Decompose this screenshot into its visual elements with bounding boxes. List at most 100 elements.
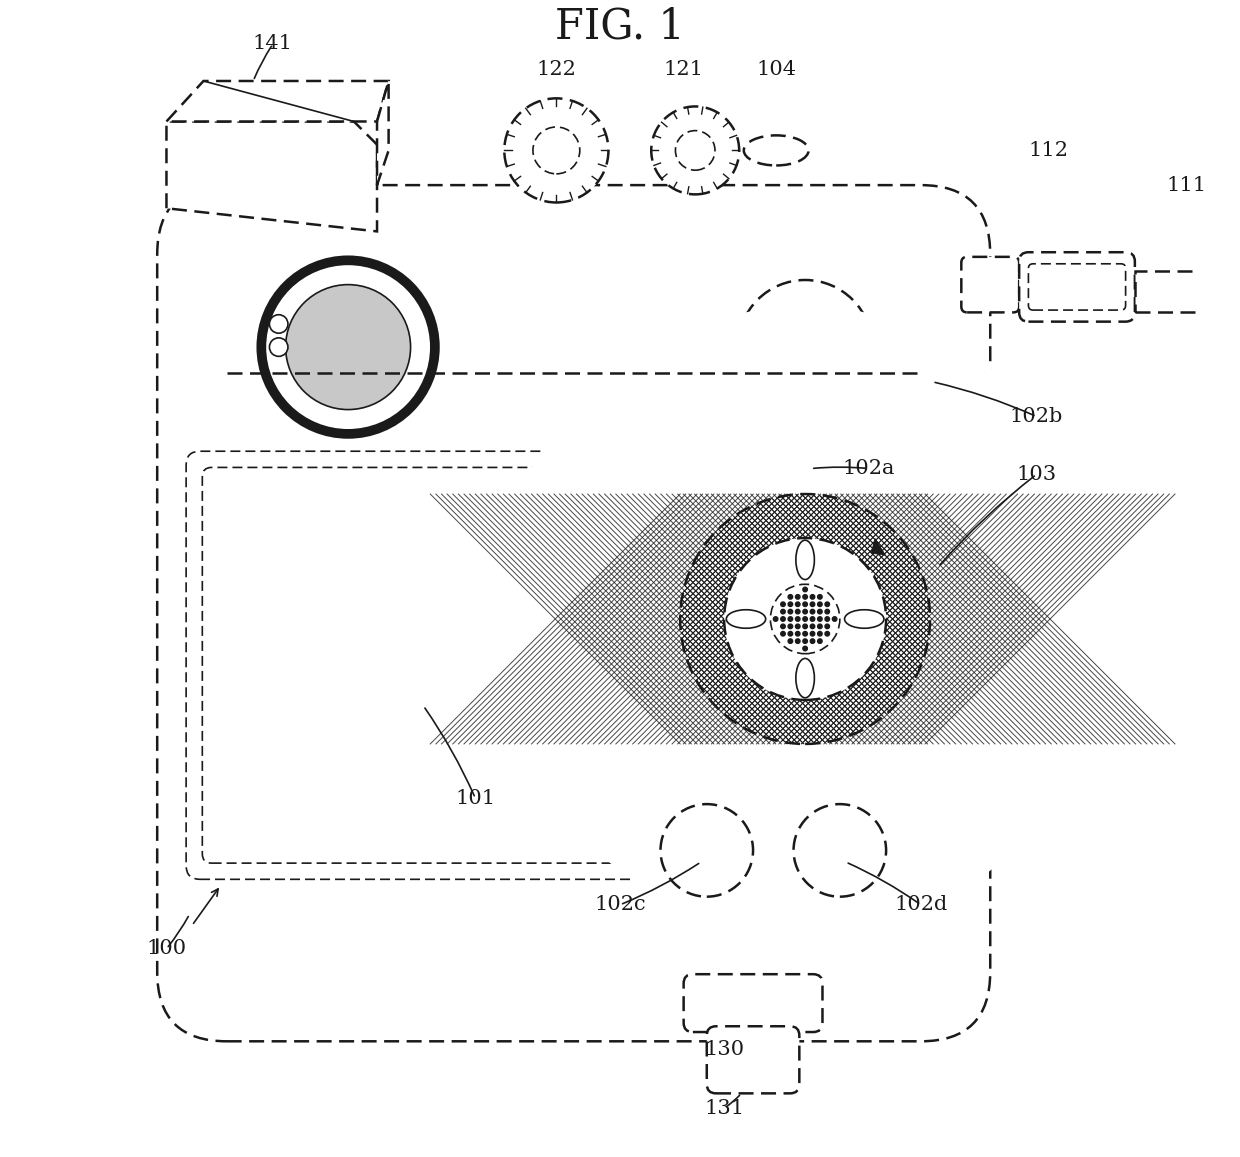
Polygon shape: [870, 538, 885, 555]
Circle shape: [796, 595, 800, 599]
Ellipse shape: [796, 658, 815, 698]
Circle shape: [796, 639, 800, 643]
Circle shape: [802, 647, 807, 650]
Circle shape: [269, 338, 288, 356]
Circle shape: [796, 632, 800, 636]
Text: 102d: 102d: [894, 896, 947, 914]
Circle shape: [802, 617, 807, 621]
Circle shape: [810, 624, 815, 628]
Text: 111: 111: [1167, 176, 1207, 194]
Circle shape: [825, 610, 830, 614]
Circle shape: [492, 307, 1117, 931]
FancyBboxPatch shape: [683, 974, 822, 1032]
Circle shape: [735, 432, 810, 506]
Text: 101: 101: [455, 789, 496, 808]
Circle shape: [810, 617, 815, 621]
Circle shape: [505, 98, 609, 202]
FancyBboxPatch shape: [1019, 252, 1135, 322]
Circle shape: [796, 617, 800, 621]
Circle shape: [810, 639, 815, 643]
Circle shape: [796, 624, 800, 628]
Circle shape: [765, 460, 781, 477]
Circle shape: [817, 624, 822, 628]
Polygon shape: [166, 81, 388, 121]
Circle shape: [774, 617, 777, 621]
Circle shape: [781, 632, 785, 636]
Circle shape: [802, 639, 807, 643]
Text: 102b: 102b: [1009, 407, 1063, 426]
Circle shape: [770, 584, 839, 654]
Ellipse shape: [722, 347, 750, 360]
Circle shape: [724, 538, 887, 700]
Ellipse shape: [744, 135, 808, 165]
Text: 102a: 102a: [842, 459, 895, 478]
Text: 130: 130: [704, 1040, 744, 1059]
Circle shape: [262, 260, 435, 434]
Circle shape: [832, 617, 837, 621]
Circle shape: [802, 588, 807, 591]
Circle shape: [817, 639, 822, 643]
Circle shape: [789, 595, 792, 599]
Circle shape: [681, 494, 930, 744]
Circle shape: [802, 602, 807, 606]
Polygon shape: [377, 81, 388, 185]
Circle shape: [789, 632, 792, 636]
Circle shape: [781, 624, 785, 628]
Circle shape: [269, 315, 288, 333]
Circle shape: [794, 804, 887, 897]
Circle shape: [789, 617, 792, 621]
Ellipse shape: [727, 610, 765, 628]
Circle shape: [802, 624, 807, 628]
Text: 131: 131: [704, 1099, 744, 1118]
Circle shape: [810, 595, 815, 599]
Text: 141: 141: [253, 35, 293, 53]
FancyBboxPatch shape: [1028, 264, 1126, 310]
Circle shape: [789, 624, 792, 628]
Text: 103: 103: [1017, 465, 1056, 484]
Text: 122: 122: [537, 60, 577, 79]
Circle shape: [781, 602, 785, 606]
FancyBboxPatch shape: [186, 451, 649, 879]
Circle shape: [810, 610, 815, 614]
FancyBboxPatch shape: [157, 185, 991, 1041]
FancyBboxPatch shape: [961, 257, 1019, 312]
FancyBboxPatch shape: [707, 1026, 800, 1093]
FancyBboxPatch shape: [202, 467, 632, 863]
Text: FIG. 1: FIG. 1: [556, 6, 684, 47]
Circle shape: [817, 617, 822, 621]
Circle shape: [661, 804, 753, 897]
Circle shape: [825, 624, 830, 628]
Circle shape: [285, 285, 410, 410]
Circle shape: [789, 610, 792, 614]
Circle shape: [802, 632, 807, 636]
Circle shape: [796, 610, 800, 614]
Text: 104: 104: [756, 60, 796, 79]
Circle shape: [651, 106, 739, 194]
Circle shape: [825, 617, 830, 621]
Text: 102c: 102c: [594, 896, 646, 914]
Circle shape: [781, 617, 785, 621]
Ellipse shape: [796, 540, 815, 580]
Circle shape: [817, 602, 822, 606]
Circle shape: [817, 632, 822, 636]
Circle shape: [789, 639, 792, 643]
Ellipse shape: [844, 610, 884, 628]
Circle shape: [789, 602, 792, 606]
Circle shape: [817, 610, 822, 614]
Circle shape: [781, 610, 785, 614]
Circle shape: [724, 538, 887, 700]
Polygon shape: [166, 121, 377, 231]
Circle shape: [817, 595, 822, 599]
Circle shape: [796, 602, 800, 606]
Circle shape: [825, 602, 830, 606]
Text: 100: 100: [146, 939, 186, 958]
Circle shape: [825, 632, 830, 636]
Bar: [1135, 271, 1234, 312]
Text: 112: 112: [1028, 141, 1068, 160]
Circle shape: [676, 131, 715, 170]
Circle shape: [738, 280, 872, 414]
Circle shape: [802, 610, 807, 614]
Circle shape: [810, 602, 815, 606]
Text: 121: 121: [663, 60, 703, 79]
Circle shape: [533, 127, 580, 174]
